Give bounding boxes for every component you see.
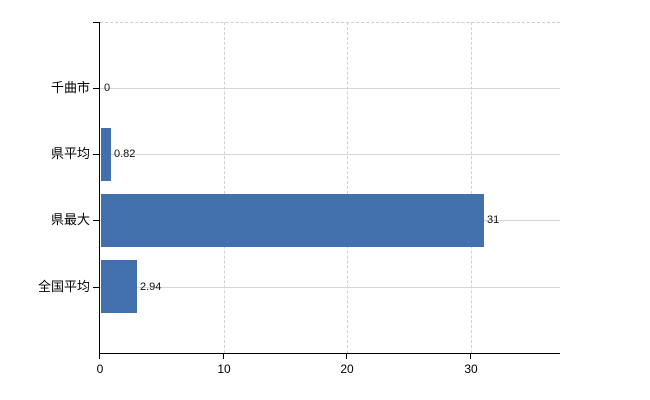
gridline-horizontal — [100, 88, 560, 89]
value-label: 0 — [104, 82, 111, 94]
gridline-vertical — [224, 22, 225, 353]
bar — [101, 194, 484, 247]
gridline-horizontal — [100, 287, 560, 288]
gridline-horizontal — [100, 154, 560, 155]
category-label: 県最大 — [50, 212, 90, 227]
x-tick-label: 20 — [340, 362, 354, 376]
x-axis-tick — [470, 353, 471, 359]
category-label: 全国平均 — [37, 279, 90, 294]
x-axis-tick — [346, 353, 347, 359]
gridline-vertical — [347, 22, 348, 353]
category-label: 千曲市 — [50, 80, 90, 95]
value-label: 0.82 — [114, 148, 136, 160]
y-axis-tick — [93, 22, 100, 23]
gridline-vertical — [471, 22, 472, 353]
value-label: 2.94 — [140, 281, 162, 293]
y-axis-line — [99, 22, 100, 359]
x-axis-line — [99, 353, 560, 354]
y-axis-tick — [93, 287, 100, 288]
x-axis-tick — [223, 353, 224, 359]
bar — [101, 260, 137, 313]
y-axis-tick — [93, 88, 100, 89]
plot-top-border — [100, 22, 560, 23]
bar — [101, 128, 111, 181]
y-axis-tick — [93, 220, 100, 221]
value-label: 31 — [487, 214, 500, 226]
category-label: 県平均 — [50, 146, 90, 161]
y-axis-tick — [93, 154, 100, 155]
x-tick-label: 0 — [96, 362, 104, 376]
x-tick-label: 30 — [464, 362, 478, 376]
x-tick-label: 10 — [217, 362, 231, 376]
x-axis-tick — [99, 353, 100, 359]
